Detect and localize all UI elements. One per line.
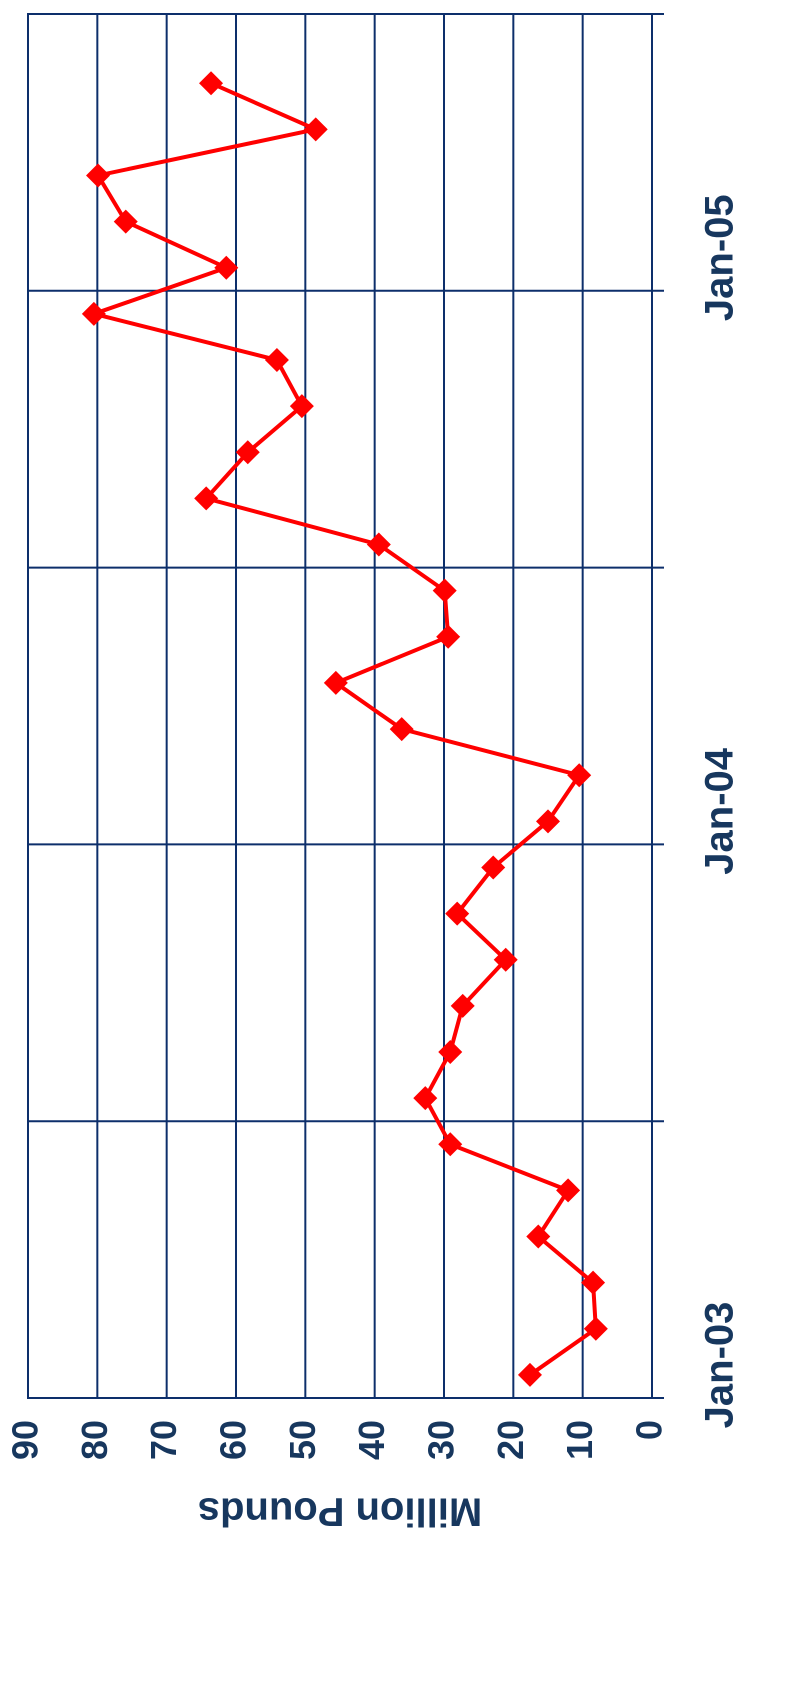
y-tick-label: 30: [421, 1420, 462, 1460]
x-tick-label: Jan-05: [698, 194, 742, 321]
point-marker: [493, 947, 518, 972]
point-marker: [366, 532, 391, 557]
point-marker: [450, 993, 475, 1018]
point-marker: [113, 209, 138, 234]
point-marker: [517, 1362, 542, 1387]
point-marker: [389, 717, 414, 742]
point-marker: [214, 255, 239, 280]
point-marker: [526, 1224, 551, 1249]
point-marker: [581, 1270, 606, 1295]
y-axis-title: Million Pounds: [198, 1489, 482, 1533]
point-marker: [86, 163, 111, 188]
point-marker: [323, 670, 348, 695]
y-tick-label: 70: [143, 1420, 184, 1460]
point-marker: [81, 301, 106, 326]
y-tick-label: 40: [351, 1420, 392, 1460]
plot-frame: [27, 13, 653, 1399]
y-tick-label: 50: [282, 1420, 323, 1460]
point-marker: [436, 624, 461, 649]
point-marker: [556, 1178, 581, 1203]
point-marker: [438, 1040, 463, 1064]
point-marker: [481, 855, 506, 880]
point-marker: [536, 809, 560, 834]
point-marker: [567, 763, 592, 788]
rotated-chart: 0 10 20 30 40 50 60 70 80 90 Jan-03 Jan-04 Jan-05 Mil…: [5, 13, 742, 1533]
point-marker: [445, 901, 470, 926]
series-line: [86, 81, 598, 1377]
point-marker: [235, 440, 260, 465]
y-tick-label: 90: [5, 1420, 46, 1460]
point-marker: [438, 1132, 463, 1157]
point-marker: [303, 117, 328, 142]
y-tick-label: 10: [559, 1420, 600, 1460]
point-marker: [289, 394, 314, 419]
x-tick-label: Jan-03: [698, 1302, 742, 1429]
point-marker: [413, 1086, 438, 1111]
x-tick-label: Jan-04: [698, 747, 742, 874]
point-marker: [199, 71, 224, 96]
point-marker: [264, 348, 289, 372]
point-marker: [583, 1316, 608, 1341]
y-tick-label: 80: [74, 1420, 115, 1460]
point-marker: [194, 486, 219, 511]
y-tick-label: 20: [490, 1420, 531, 1460]
y-tick-label: 0: [629, 1420, 670, 1440]
point-marker: [432, 578, 457, 603]
y-tick-label: 60: [213, 1420, 254, 1460]
